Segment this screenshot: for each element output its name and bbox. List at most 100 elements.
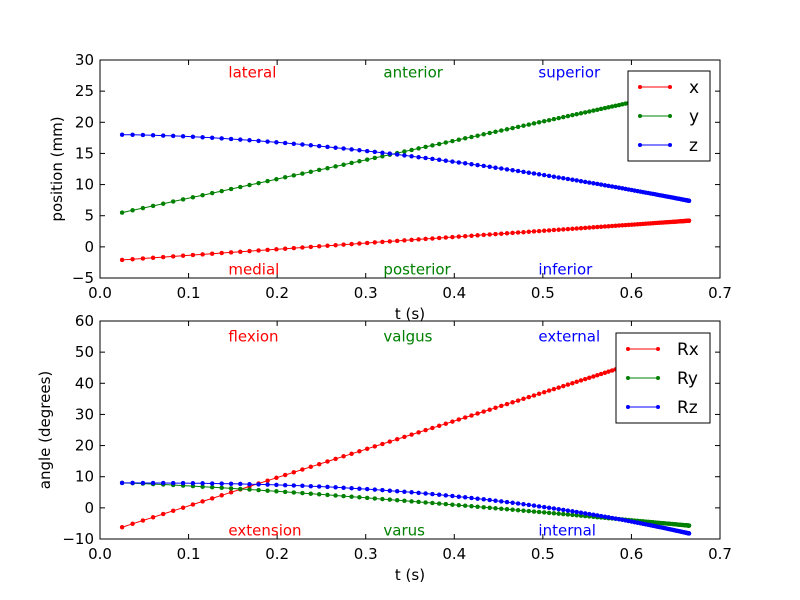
data-point [587,180,592,185]
data-point [582,225,588,231]
data-point [521,396,526,402]
position-panel: 0.0 0.1 0.2 0.3 0.4 0.5 0.6 0.7 −5 0 5 10 15 20 25 30 t … [48,51,732,323]
data-point [515,501,521,506]
data-point [551,116,557,122]
data-point [561,383,566,389]
data-point [578,510,584,515]
data-point [578,225,584,231]
data-point [574,178,579,183]
data-point [499,231,504,236]
y-tick-label: 20 [75,437,94,455]
data-point [565,382,571,387]
data-point [170,508,176,514]
data-point [531,171,537,176]
x-tick-label: 0.1 [177,284,201,302]
data-point [316,484,322,489]
data-point [256,180,261,186]
data-point [409,154,414,159]
data-point [291,141,297,147]
data-point [423,236,428,242]
data-point [291,245,297,251]
data-point [300,467,305,472]
data-point [200,252,205,257]
data-point [300,245,305,250]
data-point [316,167,322,173]
data-point [462,161,468,166]
data-point [364,240,370,246]
data-point [416,146,421,151]
data-point [574,379,579,385]
data-point [256,482,261,487]
data-point [325,243,330,248]
data-point [219,493,224,498]
y-tick-label: 15 [75,144,94,162]
data-point [238,249,243,255]
data-point [387,239,393,244]
data-point [394,436,400,442]
data-point [430,491,435,497]
data-point [228,486,234,491]
data-point [481,163,486,169]
data-point [450,419,455,424]
data-point [504,506,510,512]
data-point [450,138,455,144]
data-point [595,107,600,113]
data-point [387,497,393,502]
data-point [180,197,186,202]
data-point [150,515,156,520]
data-point [357,449,362,454]
y-axis-label: position (mm) [48,116,66,221]
data-point [443,421,449,426]
data-point [325,144,330,150]
data-point [349,494,354,499]
data-point [265,247,270,253]
data-point [526,508,532,514]
data-point [487,407,492,412]
data-point [228,136,234,142]
data-point [531,229,537,234]
data-point [546,510,552,516]
data-point [462,233,468,239]
legend-label: z [689,136,698,156]
data-point [200,499,205,504]
data-point [316,461,322,467]
data-point [570,380,575,386]
y-tick-label: 50 [75,343,94,361]
data-point [456,137,462,142]
legend-marker [668,114,672,118]
data-point [504,499,510,505]
data-point [487,497,492,503]
data-point [587,511,592,517]
data-point [300,490,305,496]
data-point [546,388,552,393]
data-point [325,492,330,498]
data-point [570,177,575,182]
data-point [546,505,552,511]
data-point [228,481,234,487]
y-tick-label: 10 [75,468,94,486]
data-point [521,169,526,175]
data-point [416,499,421,505]
data-point [462,503,468,508]
data-point [190,252,196,258]
data-point [561,175,566,181]
x-tick-label: 0.3 [354,284,378,302]
data-point [170,133,176,139]
x-tick-label: 0.4 [442,284,466,302]
data-point [521,501,526,507]
data-point [510,500,515,506]
legend-label: x [689,78,699,98]
data-point [443,493,449,498]
data-point [551,174,557,179]
x-tick-label: 0.7 [708,284,732,302]
data-point [209,190,215,196]
data-point [160,480,166,486]
data-point [578,178,584,184]
data-point [475,233,480,238]
data-point [536,120,542,125]
data-point [546,117,552,123]
data-point [582,110,588,115]
data-point [291,483,297,488]
data-point [598,371,604,377]
data-point [394,238,400,244]
